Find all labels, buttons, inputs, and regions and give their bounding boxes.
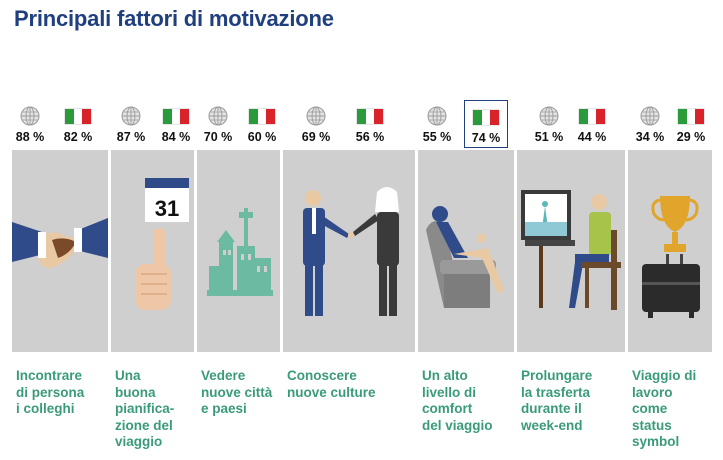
- global-value-label: 87 %: [116, 130, 146, 144]
- global-value-group: 69 %: [294, 100, 338, 148]
- globe-icon: [208, 106, 228, 126]
- italy-value-label: 74 %: [471, 131, 501, 145]
- global-value-group: 70 %: [196, 100, 240, 148]
- globe-icon: [121, 106, 141, 126]
- italy-value-group: 56 %: [348, 100, 392, 148]
- page-title: Principali fattori di motivazione: [14, 6, 334, 31]
- value-row: 88 % 82 %: [12, 100, 108, 148]
- value-row: 87 % 84 %: [111, 100, 194, 148]
- italian-flag-icon: [163, 109, 190, 124]
- italian-flag-icon: [249, 109, 276, 124]
- value-row: 34 % 29 %: [628, 100, 712, 148]
- italy-value-group: 74 %: [464, 100, 508, 148]
- factor-column: 51 % 44 % Prolungare la trasferta durante …: [517, 100, 625, 455]
- value-row: 55 % 74 %: [418, 100, 514, 148]
- global-value-group: 87 %: [109, 100, 153, 148]
- italy-value-group: 84 %: [154, 100, 198, 148]
- factor-label: Un alto livello di comfort del viaggio: [422, 368, 493, 433]
- italian-flag-icon: [579, 109, 606, 124]
- global-value-label: 51 %: [534, 130, 564, 144]
- italy-value-label: 82 %: [63, 130, 93, 144]
- factor-column: 87 % 84 % 31 Una buona pianifica- zione del…: [111, 100, 194, 455]
- global-value-group: 55 %: [415, 100, 459, 148]
- italy-value-label: 56 %: [355, 130, 385, 144]
- italy-value-group: 60 %: [240, 100, 284, 148]
- globe-icon: [640, 106, 660, 126]
- globe-icon: [539, 106, 559, 126]
- factor-column: 70 % 60 % Vedere nuove città e paesi: [197, 100, 280, 455]
- global-value-group: 51 %: [527, 100, 571, 148]
- global-value-group: 88 %: [8, 100, 52, 148]
- italy-value-label: 44 %: [577, 130, 607, 144]
- globe-icon: [20, 106, 40, 126]
- factor-label: Conoscere nuove culture: [287, 368, 376, 400]
- globe-icon: [306, 106, 326, 126]
- global-value-label: 34 %: [635, 130, 665, 144]
- italy-value-group: 44 %: [570, 100, 614, 148]
- factor-label: Viaggio di lavoro come status symbol: [632, 368, 697, 449]
- value-row: 69 % 56 %: [283, 100, 415, 148]
- global-value-label: 55 %: [422, 130, 452, 144]
- italy-value-label: 60 %: [247, 130, 277, 144]
- italy-value-label: 29 %: [676, 130, 706, 144]
- handshake-illustration: [12, 150, 108, 352]
- italy-value-group: 82 %: [56, 100, 100, 148]
- relaxing-traveler-illustration: [517, 150, 625, 352]
- value-row: 70 % 60 %: [197, 100, 280, 148]
- svg-text:31: 31: [155, 196, 179, 221]
- factor-column: 88 % 82 % Incontrare di persona i colleghi: [12, 100, 108, 455]
- trophy-suitcase-illustration: [628, 150, 712, 352]
- factor-label: Prolungare la trasferta durante il week-…: [521, 368, 593, 433]
- factor-label: Vedere nuove città e paesi: [201, 368, 273, 416]
- italy-value-label: 84 %: [161, 130, 191, 144]
- comfortable-seat-illustration: [418, 150, 514, 352]
- italian-flag-icon: [65, 109, 92, 124]
- italian-flag-icon: [473, 110, 500, 125]
- global-value-label: 88 %: [15, 130, 45, 144]
- people-greeting-illustration: [283, 150, 415, 352]
- factor-label: Incontrare di persona i colleghi: [16, 368, 85, 416]
- italian-flag-icon: [678, 109, 705, 124]
- value-row: 51 % 44 %: [517, 100, 625, 148]
- italian-flag-icon: [357, 109, 384, 124]
- global-value-label: 70 %: [203, 130, 233, 144]
- factor-column: 69 % 56 % Conoscere nuove culture: [283, 100, 415, 455]
- factor-label: Una buona pianifica- zione del viaggio: [115, 368, 175, 449]
- city-skyline-illustration: [197, 150, 280, 352]
- calendar-thumb-illustration: 31: [111, 150, 194, 352]
- global-value-group: 34 %: [628, 100, 672, 148]
- italy-value-group: 29 %: [669, 100, 713, 148]
- globe-icon: [427, 106, 447, 126]
- factor-column: 34 % 29 % Viaggio di lavoro come status sy…: [628, 100, 712, 455]
- global-value-label: 69 %: [301, 130, 331, 144]
- factor-column: 55 % 74 % Un alto livello di comfort del v…: [418, 100, 514, 455]
